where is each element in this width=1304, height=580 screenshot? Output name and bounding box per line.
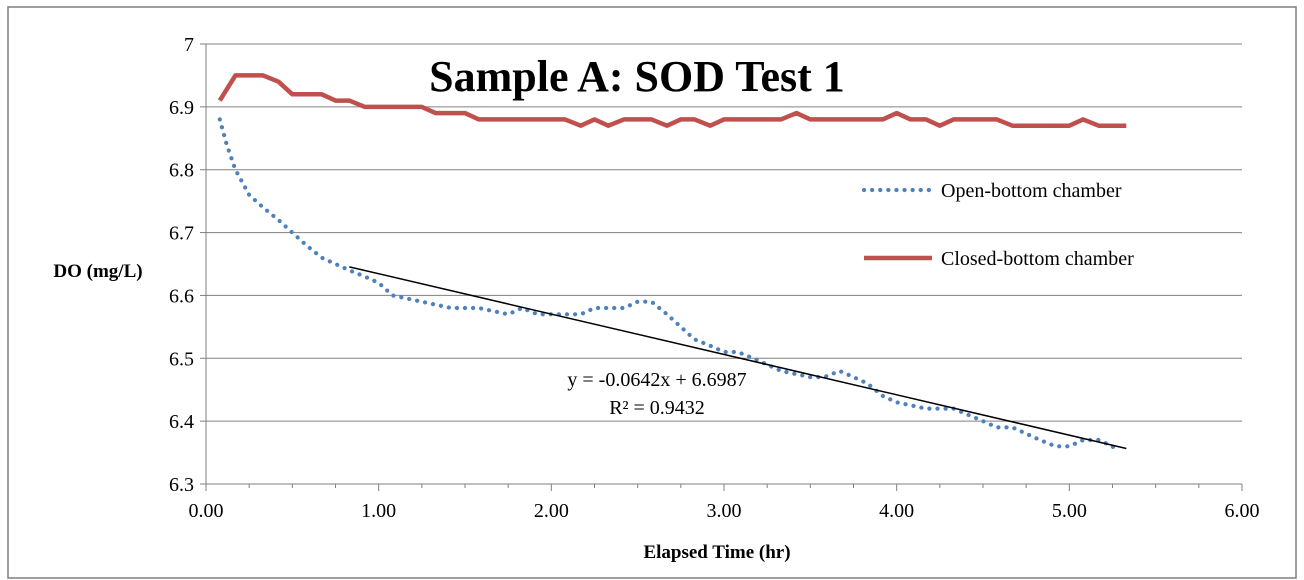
- y-tick-label: 6.4: [169, 411, 194, 433]
- chart-title: Sample A: SOD Test 1: [429, 52, 845, 101]
- x-tick-label: 6.00: [1225, 500, 1260, 522]
- y-tick-label: 6.7: [169, 223, 194, 245]
- x-tick-label: 5.00: [1052, 500, 1087, 522]
- x-tick-label: 2.00: [534, 500, 569, 522]
- x-tick-label: 0.00: [189, 500, 224, 522]
- y-tick-label: 6.6: [169, 285, 194, 307]
- y-tick-label: 7: [184, 34, 194, 56]
- trendline-equation: y = -0.0642x + 6.6987: [567, 369, 746, 391]
- x-tick-label: 3.00: [707, 500, 742, 522]
- y-tick-label: 6.3: [169, 474, 194, 496]
- trendline-group: [349, 266, 1127, 450]
- axes: 6.3 6.4 6.5 6.6 6.7 6.8 6.9 7 0.00 1.00 2.00 3.00 4.…: [169, 34, 1260, 522]
- y-tick-label: 6.9: [169, 97, 194, 119]
- series: [217, 73, 1127, 455]
- series-line-open-bottom: [217, 117, 1120, 455]
- y-tick-label: 6.8: [169, 160, 194, 182]
- trendline-r-squared: R² = 0.9432: [609, 397, 705, 419]
- y-tick-label: 6.5: [169, 348, 194, 370]
- trendline: [349, 266, 1127, 450]
- series-line-closed-bottom: [217, 73, 1127, 128]
- y-axis-label: DO (mg/L): [53, 261, 142, 282]
- chart-border: [7, 6, 1297, 579]
- legend-label-closed-bottom: Closed-bottom chamber: [941, 248, 1134, 270]
- legend-label-open-bottom: Open-bottom chamber: [941, 180, 1122, 202]
- gridlines: [206, 43, 1242, 422]
- x-tick-label: 4.00: [879, 500, 914, 522]
- legend: Open-bottom chamber Closed-bottom chambe…: [861, 180, 1134, 270]
- x-tick-label: 1.00: [361, 500, 396, 522]
- x-axis-label: Elapsed Time (hr): [643, 542, 790, 563]
